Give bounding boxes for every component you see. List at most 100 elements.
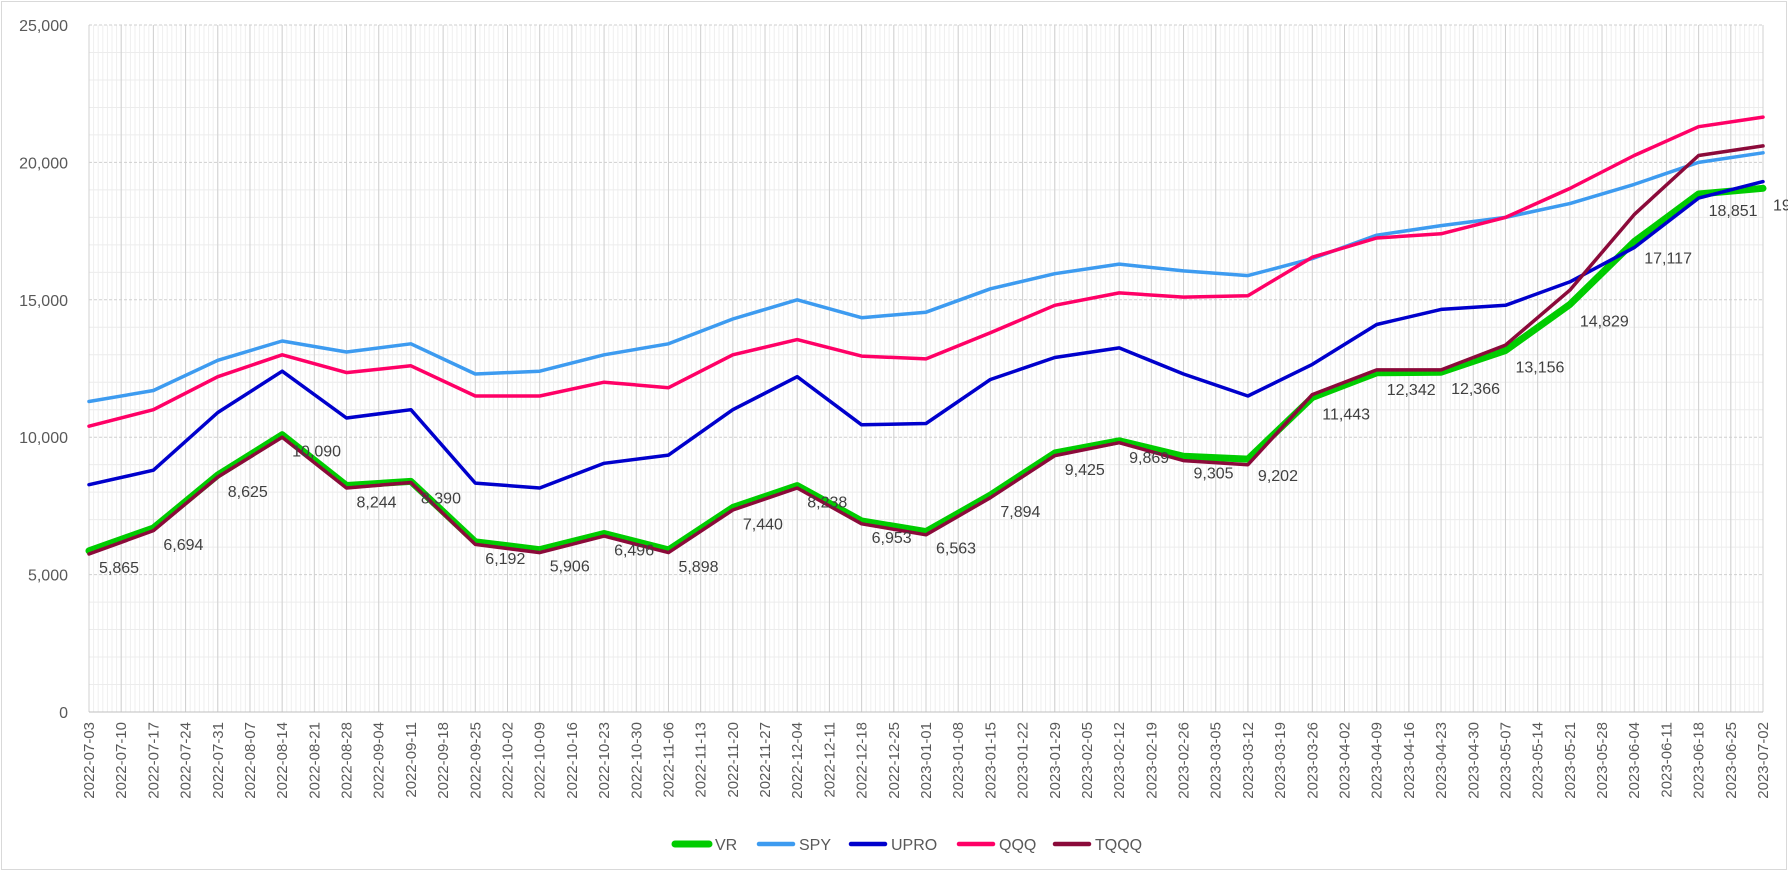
data-label: 12,342: [1387, 382, 1436, 399]
legend-label: QQQ: [999, 837, 1036, 854]
legend-item-tqqq: TQQQ: [1052, 837, 1142, 854]
data-label: 5,906: [550, 559, 590, 576]
x-tick-label: 2022-09-25: [467, 722, 484, 799]
data-label: 10,090: [292, 444, 341, 461]
data-label: 14,829: [1580, 313, 1629, 330]
data-label: 5,865: [99, 560, 139, 577]
data-label: 17,117: [1644, 251, 1692, 268]
x-tick-label: 2023-05-14: [1530, 722, 1547, 799]
data-label: 11,443: [1322, 407, 1370, 424]
x-tick-label: 2022-10-23: [596, 722, 613, 799]
x-tick-label: 2022-11-06: [660, 722, 677, 798]
legend-item-spy: SPY: [756, 837, 831, 854]
x-tick-label: 2023-01-29: [1047, 722, 1064, 799]
data-label: 8,625: [228, 484, 268, 501]
x-tick-label: 2023-01-01: [918, 722, 935, 799]
x-tick-label: 2023-06-11: [1658, 722, 1675, 798]
x-tick-label: 2023-05-28: [1594, 722, 1611, 799]
x-tick-label: 2022-08-14: [274, 722, 291, 799]
x-tick-label: 2022-09-04: [371, 722, 388, 799]
x-tick-label: 2022-07-03: [81, 722, 98, 799]
x-tick-label: 2022-11-27: [757, 722, 774, 798]
x-tick-label: 2022-12-25: [886, 722, 903, 799]
x-tick-label: 2022-09-11: [403, 722, 420, 798]
y-tick-label: 25,000: [19, 18, 68, 35]
x-tick-label: 2023-06-25: [1723, 722, 1740, 799]
legend-label: TQQQ: [1095, 837, 1142, 854]
x-tick-label: 2022-11-20: [725, 722, 742, 798]
x-tick-label: 2023-02-05: [1079, 722, 1096, 799]
x-tick-label: 2022-12-18: [854, 722, 871, 799]
x-tick-label: 2023-02-26: [1176, 722, 1193, 799]
data-label: 9,202: [1258, 468, 1298, 485]
legend-item-vr: VR: [671, 837, 737, 854]
y-tick-label: 10,000: [19, 430, 68, 447]
data-label: 7,894: [1000, 504, 1040, 521]
x-tick-label: 2023-05-07: [1497, 722, 1514, 799]
x-tick-label: 2022-12-04: [789, 722, 806, 799]
y-tick-label: 20,000: [19, 155, 68, 172]
x-tick-label: 2023-06-04: [1626, 722, 1643, 799]
series-lines: [85, 115, 1767, 556]
x-tick-label: 2023-02-19: [1143, 722, 1160, 799]
series-line-spy: [87, 151, 1765, 404]
x-tick-label: 2022-10-16: [564, 722, 581, 799]
data-label: 18,851: [1709, 203, 1758, 220]
x-tick-label: 2022-10-02: [500, 722, 517, 799]
x-tick-label: 2023-04-02: [1337, 722, 1354, 799]
data-label: 9,869: [1129, 450, 1169, 467]
data-label: 9,305: [1194, 465, 1234, 482]
data-labels: 5,865 6,694 8,625 10,090 8,244 8,390 6,192 5,90…: [99, 197, 1788, 577]
x-tick-label: 2023-03-12: [1240, 722, 1257, 799]
x-tick-label: 2023-06-18: [1691, 722, 1708, 799]
x-tick-label: 2023-03-26: [1304, 722, 1321, 799]
x-tick-label: 2023-04-23: [1433, 722, 1450, 799]
x-tick-label: 2023-01-22: [1015, 722, 1032, 799]
x-tick-label: 2022-07-24: [178, 722, 195, 799]
x-tick-label: 2022-10-30: [628, 722, 645, 799]
x-tick-label: 2022-08-21: [306, 722, 323, 799]
legend: VR SPY UPRO QQQ TQQQ: [671, 837, 1142, 854]
data-label: 19,059: [1773, 197, 1788, 214]
x-axis-ticks: 2022-07-03 2022-07-10 2022-07-17 2022-07-24…: [81, 722, 1772, 799]
x-tick-label: 2022-07-31: [210, 722, 227, 799]
data-label: 8,244: [357, 494, 397, 511]
data-label: 6,192: [485, 551, 525, 568]
y-tick-label: 5,000: [28, 568, 68, 585]
data-label: 8,238: [807, 495, 847, 512]
data-label: 6,953: [872, 530, 912, 547]
x-tick-label: 2022-08-07: [242, 722, 259, 799]
legend-label: UPRO: [891, 837, 937, 854]
x-tick-label: 2023-02-12: [1111, 722, 1128, 799]
data-label: 6,694: [163, 537, 203, 554]
x-tick-label: 2022-10-09: [532, 722, 549, 799]
data-label: 8,390: [421, 490, 461, 507]
legend-label: VR: [715, 837, 737, 854]
data-label: 13,156: [1515, 359, 1564, 376]
series-line-upro: [87, 179, 1765, 490]
x-tick-label: 2022-12-11: [821, 722, 838, 798]
x-tick-label: 2022-08-28: [339, 722, 356, 799]
x-tick-label: 2023-04-09: [1369, 722, 1386, 799]
x-tick-label: 2022-07-17: [145, 722, 162, 799]
legend-label: SPY: [799, 837, 831, 854]
x-tick-label: 2023-04-30: [1465, 722, 1482, 799]
x-tick-label: 2022-11-13: [693, 722, 710, 798]
data-label: 12,366: [1451, 381, 1500, 398]
legend-item-qqq: QQQ: [956, 837, 1036, 854]
x-tick-label: 2022-07-10: [113, 722, 130, 799]
x-tick-label: 2023-05-21: [1562, 722, 1579, 799]
data-label: 9,425: [1065, 462, 1105, 479]
x-tick-label: 2023-01-15: [982, 722, 999, 799]
series-line-vr: [85, 184, 1767, 555]
x-tick-label: 2023-01-08: [950, 722, 967, 799]
y-axis-ticks: 0 5,000 10,000 15,000 20,000 25,000: [19, 18, 68, 722]
y-tick-label: 0: [59, 705, 68, 722]
series-line-qqq: [87, 115, 1765, 428]
x-tick-label: 2023-03-19: [1272, 722, 1289, 799]
y-tick-label: 15,000: [19, 293, 68, 310]
legend-item-upro: UPRO: [848, 837, 937, 854]
x-tick-label: 2022-09-18: [435, 722, 452, 799]
